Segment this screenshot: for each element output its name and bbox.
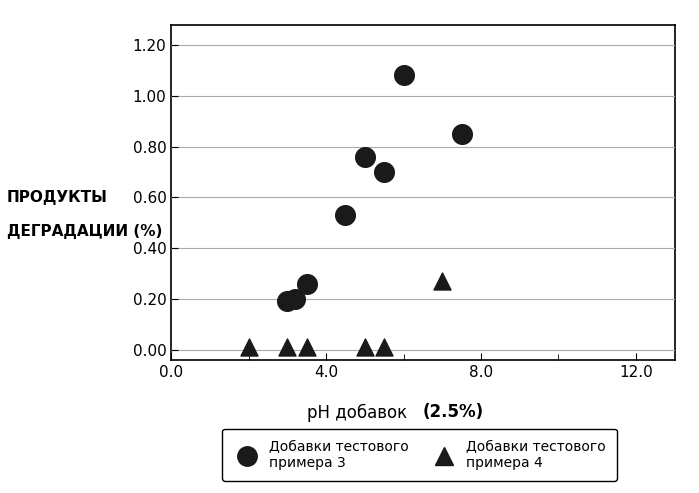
Добавки тестового
примера 4	[359, 343, 370, 351]
Добавки тестового
примера 3	[398, 71, 409, 79]
Text: ПРОДУКТЫ: ПРОДУКТЫ	[7, 190, 108, 205]
Text: рH добавок: рH добавок	[307, 403, 423, 422]
Legend: Добавки тестового
примера 3, Добавки тестового
примера 4: Добавки тестового примера 3, Добавки тес…	[222, 429, 617, 481]
Добавки тестового
примера 3	[301, 280, 312, 287]
Добавки тестового
примера 3	[359, 153, 370, 161]
Добавки тестового
примера 4	[437, 277, 448, 285]
Добавки тестового
примера 3	[340, 211, 351, 219]
Добавки тестового
примера 3	[289, 295, 301, 303]
Добавки тестового
примера 4	[301, 343, 312, 351]
Добавки тестового
примера 3	[282, 298, 293, 306]
Добавки тестового
примера 4	[379, 343, 390, 351]
Добавки тестового
примера 3	[456, 130, 467, 138]
Добавки тестового
примера 3	[379, 168, 390, 176]
Добавки тестового
примера 4	[243, 343, 254, 351]
Text: (2.5%): (2.5%)	[423, 403, 484, 422]
Text: ДЕГРАДАЦИИ (%): ДЕГРАДАЦИИ (%)	[7, 224, 162, 239]
Добавки тестового
примера 4	[282, 343, 293, 351]
